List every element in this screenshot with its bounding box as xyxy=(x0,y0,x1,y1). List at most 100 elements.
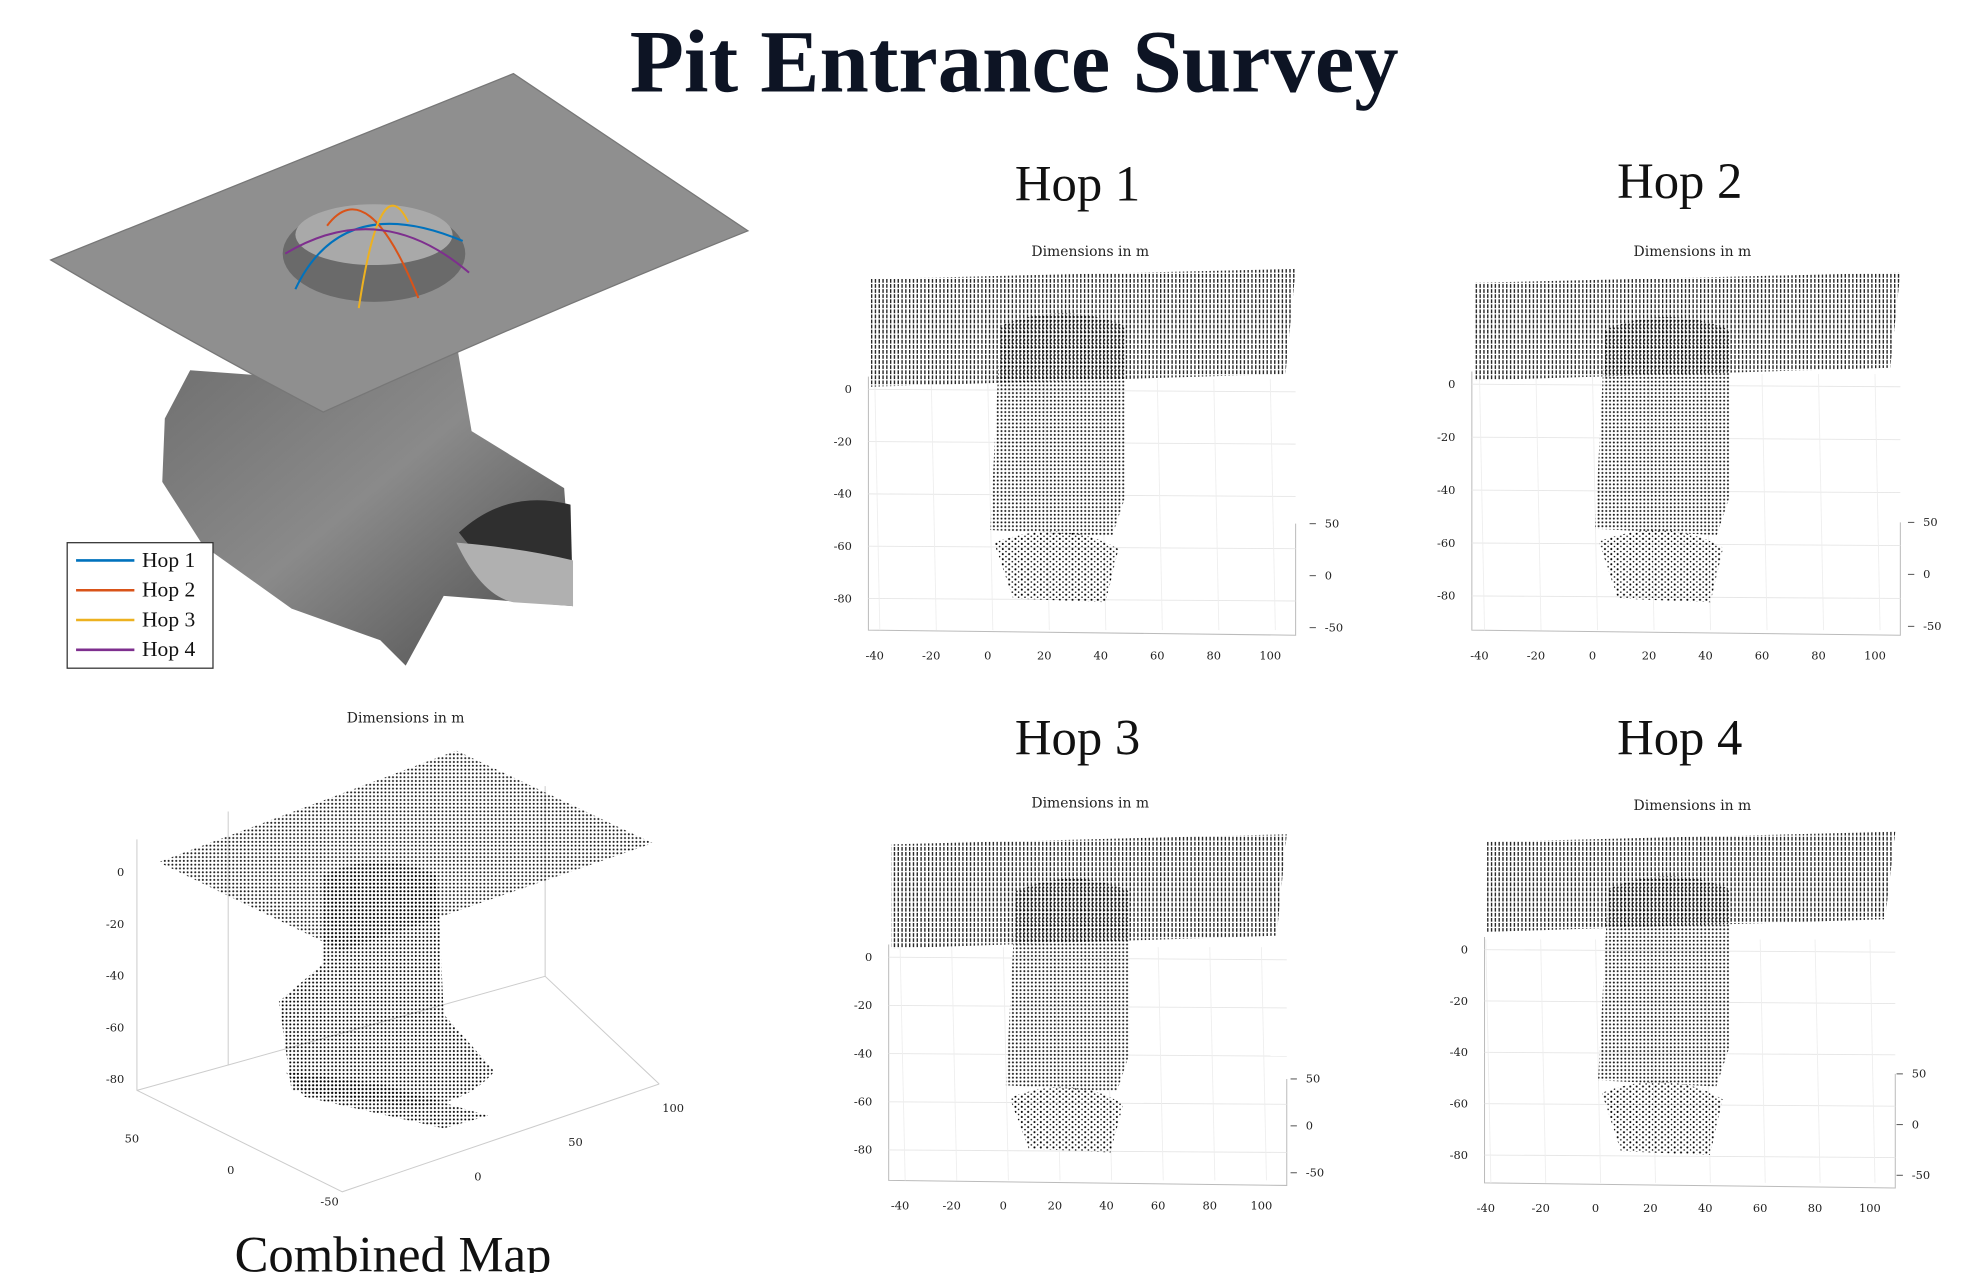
grid-line xyxy=(1814,939,1821,1183)
shaft-points xyxy=(1005,878,1130,1092)
x-tick-label: 60 xyxy=(1755,648,1769,662)
x-tick-label: 100 xyxy=(1864,648,1886,662)
plot-subtitle: Dimensions in m xyxy=(1031,244,1149,260)
hop-trajectory xyxy=(357,204,410,309)
grid-line xyxy=(1002,947,1009,1181)
panel-caption: Combined Map xyxy=(235,1227,552,1273)
slab-points xyxy=(158,750,653,951)
floor-points xyxy=(285,1071,489,1129)
x-tick-label: 0 xyxy=(1000,1199,1007,1213)
grid-line xyxy=(1592,374,1598,631)
y-tick-label: 0 xyxy=(227,1163,234,1177)
shaft-points xyxy=(1595,317,1730,536)
x-tick-label: 40 xyxy=(1698,648,1713,662)
z-tick-label: 0 xyxy=(845,382,852,396)
x-tick-label: -40 xyxy=(1477,1201,1495,1215)
axis-frame xyxy=(867,376,1297,636)
x-tick-label: 80 xyxy=(1203,1199,1218,1213)
floor-points xyxy=(1598,530,1724,603)
legend-label: Hop 1 xyxy=(142,548,195,572)
tunnel xyxy=(162,323,574,666)
grid-line xyxy=(1761,374,1768,631)
z-tick-label: -60 xyxy=(854,1095,872,1109)
x-tick-label: -40 xyxy=(1470,648,1488,662)
x-tick-label: 0 xyxy=(474,1169,481,1183)
grid-line xyxy=(899,947,906,1181)
legend-box xyxy=(66,542,214,669)
z-tick-label: -20 xyxy=(854,998,872,1012)
y-tick-label: 0 xyxy=(1306,1119,1313,1133)
z-tick-label: 0 xyxy=(1461,942,1468,956)
plot-subtitle: Dimensions in m xyxy=(1634,244,1752,260)
combined-map: Dimensions in m 0 -20 -40 -60 -80 50 0 -50 0 50 100… xyxy=(106,711,684,1273)
panel-title: Hop 4 xyxy=(1617,709,1742,765)
plot-subtitle: Dimensions in m xyxy=(1634,798,1752,814)
z-tick-label: -40 xyxy=(1450,1045,1468,1059)
grid-line xyxy=(1484,1154,1896,1158)
grid-line xyxy=(1540,939,1547,1183)
y-tick-label: -50 xyxy=(1325,620,1343,634)
grid-line xyxy=(1535,374,1542,631)
floor-points xyxy=(1601,1081,1723,1156)
panel-title: Hop 1 xyxy=(1015,155,1140,211)
axis-frame xyxy=(888,944,1288,1186)
grid-line xyxy=(1209,947,1216,1181)
x-tick-label: 0 xyxy=(1592,1201,1599,1215)
x-tick-label: 40 xyxy=(1099,1199,1114,1213)
x-tick-label: 50 xyxy=(568,1135,582,1149)
grid-line xyxy=(1269,379,1276,631)
grid-line xyxy=(1869,939,1876,1183)
x-tick-label: 100 xyxy=(1259,648,1281,662)
panel-title: Hop 3 xyxy=(1015,709,1140,765)
y-tick-label: 50 xyxy=(125,1131,140,1145)
legend: Hop 1 Hop 2 Hop 3 Hop 4 xyxy=(76,548,195,661)
tunnel-floor xyxy=(456,542,574,607)
plot-subtitle: Dimensions in m xyxy=(347,711,465,727)
legend-label: Hop 4 xyxy=(142,637,195,661)
z-tick-label: -20 xyxy=(1450,994,1468,1008)
y-tick-label: 50 xyxy=(1923,515,1937,529)
floor-points xyxy=(994,531,1119,603)
x-tick-label: 100 xyxy=(662,1101,684,1115)
grid-line xyxy=(951,947,958,1181)
z-tick-label: -60 xyxy=(1450,1096,1468,1110)
cave-model xyxy=(49,72,750,669)
z-tick-label: -20 xyxy=(106,917,124,931)
z-tick-label: -40 xyxy=(1437,483,1455,497)
y-tick-label: 50 xyxy=(1306,1072,1321,1086)
axis-frame xyxy=(1484,936,1896,1189)
z-tick-label: -60 xyxy=(834,539,852,553)
hop-panel: Hop 4 Dimensions in m 0 -20 -40 -60 -80 -40 -20 0… xyxy=(1450,709,1930,1215)
y-tick-label: 50 xyxy=(1912,1067,1927,1081)
x-tick-label: 60 xyxy=(1151,1199,1166,1213)
panel-title: Hop 2 xyxy=(1617,153,1742,209)
z-tick-label: 0 xyxy=(1448,377,1455,391)
grid-line xyxy=(1485,939,1492,1183)
y-tick-label: 0 xyxy=(1923,567,1930,581)
grid-line xyxy=(930,379,937,631)
x-tick-label: 40 xyxy=(1698,1201,1712,1215)
hop-panel: Hop 1 Dimensions in m 0 -20 -40 -60 -80 -40 -20 0… xyxy=(834,155,1344,662)
z-tick-label: -80 xyxy=(106,1072,124,1086)
x-tick-label: 60 xyxy=(1150,648,1165,662)
z-tick-label: -80 xyxy=(1450,1148,1468,1162)
panels: Dimensions in m 0 -20 -40 -60 -80 50 0 -50 0 50 100… xyxy=(106,153,1942,1273)
x-tick-label: 20 xyxy=(1037,648,1052,662)
grid-line xyxy=(1260,947,1267,1181)
z-tick-label: -80 xyxy=(834,591,852,605)
x-tick-label: 80 xyxy=(1811,648,1826,662)
legend-label: Hop 2 xyxy=(142,578,195,602)
y-tick-label: -50 xyxy=(1912,1168,1930,1182)
x-tick-label: 0 xyxy=(984,648,991,662)
z-tick-label: 0 xyxy=(117,865,124,879)
x-tick-label: -20 xyxy=(1527,648,1545,662)
grid-line xyxy=(1157,947,1164,1181)
x-tick-label: 20 xyxy=(1048,1199,1063,1213)
y-tick-label: 0 xyxy=(1912,1117,1919,1131)
z-tick-label: 0 xyxy=(865,950,872,964)
x-tick-label: 100 xyxy=(1251,1199,1273,1213)
x-tick-label: 20 xyxy=(1643,1201,1657,1215)
x-tick-label: 40 xyxy=(1094,648,1109,662)
